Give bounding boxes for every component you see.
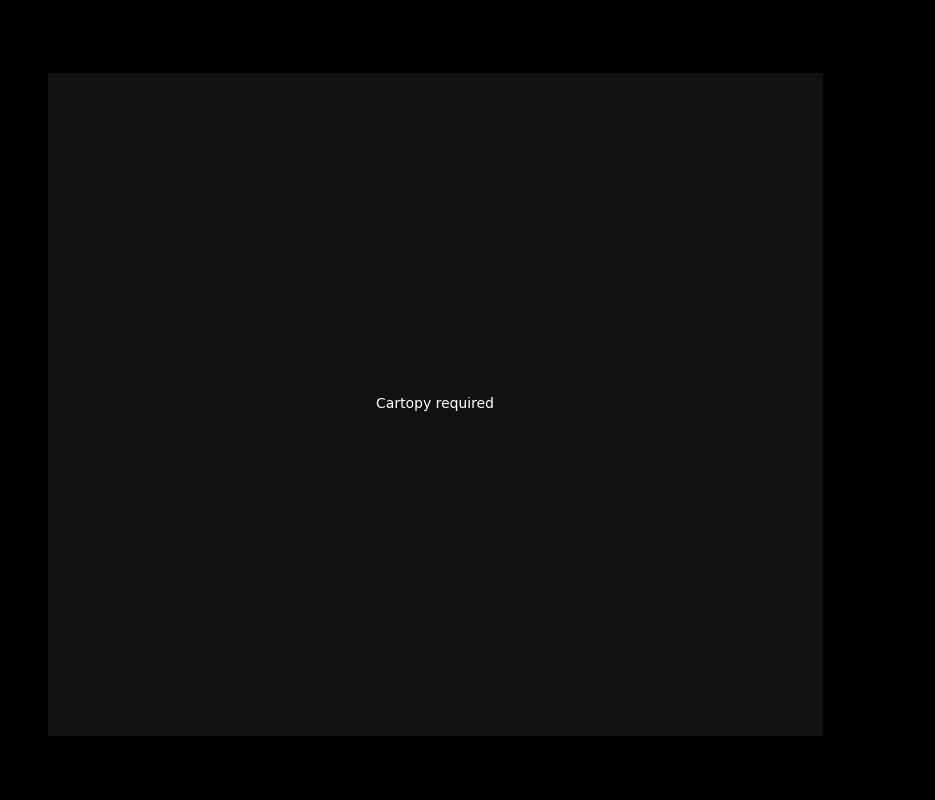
Text: Cartopy required: Cartopy required <box>376 397 494 411</box>
